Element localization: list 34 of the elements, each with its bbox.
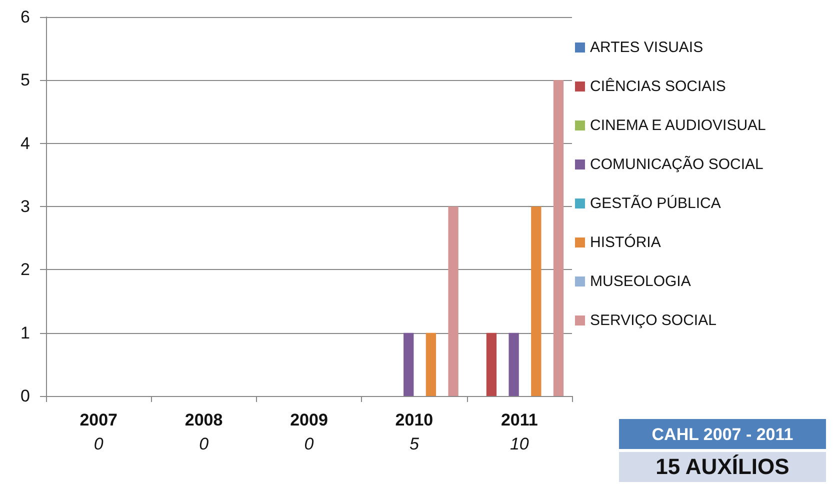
legend-label: MUSEOLOGIA	[590, 273, 691, 290]
y-tick-label: 6	[20, 8, 30, 26]
bar	[531, 206, 542, 396]
y-tick-label: 5	[20, 70, 30, 90]
bar	[448, 206, 458, 396]
text: CAHL 2007 - 2011	[652, 424, 794, 444]
legend-label: CINEMA E AUDIOVISUAL	[590, 117, 766, 134]
x-tick-label: 2008	[184, 410, 223, 430]
bar	[553, 80, 564, 396]
total-label: 0	[199, 434, 210, 454]
y-tick-label: 2	[20, 260, 30, 280]
y-tick-label: 0	[20, 386, 30, 406]
legend-label: COMUNICAÇÃO SOCIAL	[590, 155, 764, 173]
legend-label: HISTÓRIA	[590, 233, 661, 251]
x-tick-label: 2011	[500, 410, 538, 430]
y-tick-label: 1	[20, 323, 30, 342]
legend-label: SERVIÇO SOCIAL	[590, 312, 716, 329]
y-tick-label: 3	[20, 197, 30, 216]
legend-label: CIÊNCIAS SOCIAIS	[590, 77, 726, 95]
y-tick-label: 4	[20, 134, 30, 153]
bar	[508, 332, 519, 396]
legend-label: ARTES VISUAIS	[590, 39, 704, 56]
total-label: 0	[304, 434, 314, 454]
x-tick-label: 2007	[80, 410, 118, 430]
bar	[426, 332, 436, 396]
x-tick-label: 2010	[395, 410, 434, 430]
legend-label: GESTÃO PÚBLICA	[590, 194, 721, 212]
total-label: 0	[94, 434, 104, 454]
total-label: 10	[510, 434, 530, 454]
bar	[486, 332, 497, 396]
x-tick-label: 2009	[290, 410, 328, 430]
total-label: 5	[409, 434, 420, 454]
text: 15 AUXÍLIOS	[656, 454, 790, 479]
bar	[404, 332, 414, 396]
